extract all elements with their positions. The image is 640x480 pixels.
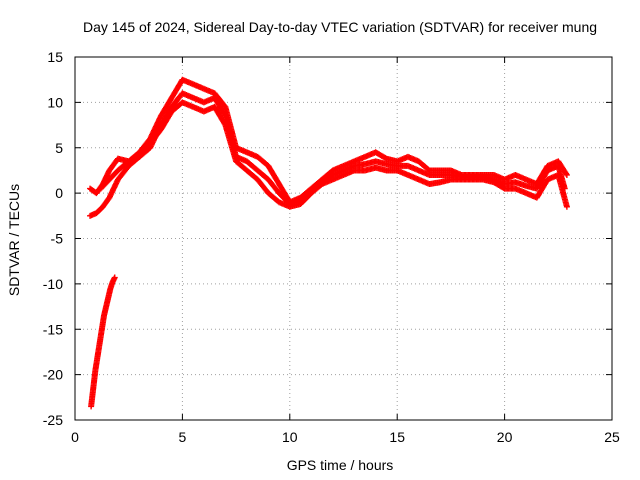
y-tick-label: -20 bbox=[43, 367, 63, 383]
x-tick-label: 0 bbox=[71, 429, 79, 445]
series-points bbox=[88, 274, 118, 410]
x-tick-label: 15 bbox=[389, 429, 405, 445]
x-tick-label: 5 bbox=[179, 429, 187, 445]
data-point bbox=[563, 171, 570, 178]
y-tick-label: 10 bbox=[47, 94, 63, 110]
y-tick-label: 5 bbox=[55, 140, 63, 156]
y-tick-label: -15 bbox=[43, 321, 63, 337]
y-axis-label: SDTVAR / TECUs bbox=[6, 184, 22, 296]
chart-title: Day 145 of 2024, Sidereal Day-to-day VTE… bbox=[83, 19, 597, 35]
y-tick-label: 0 bbox=[55, 185, 63, 201]
data-point bbox=[561, 185, 568, 192]
x-tick-label: 25 bbox=[604, 429, 620, 445]
data-point bbox=[563, 203, 570, 210]
data-point bbox=[111, 274, 118, 281]
y-tick-label: -25 bbox=[43, 412, 63, 428]
x-tick-label: 10 bbox=[282, 429, 298, 445]
data-point bbox=[563, 170, 570, 177]
y-tick-label: 15 bbox=[47, 49, 63, 65]
x-tick-label: 20 bbox=[497, 429, 513, 445]
series-points bbox=[97, 90, 568, 208]
y-tick-label: -5 bbox=[51, 231, 64, 247]
x-axis-label: GPS time / hours bbox=[287, 457, 394, 473]
grid-lines bbox=[75, 57, 612, 420]
data-points bbox=[87, 76, 570, 410]
axes: 0 5 10 15 20 25 -25 -20 -15 -10 -5 0 5 10 15 bbox=[43, 49, 620, 445]
y-tick-label: -10 bbox=[43, 276, 63, 292]
